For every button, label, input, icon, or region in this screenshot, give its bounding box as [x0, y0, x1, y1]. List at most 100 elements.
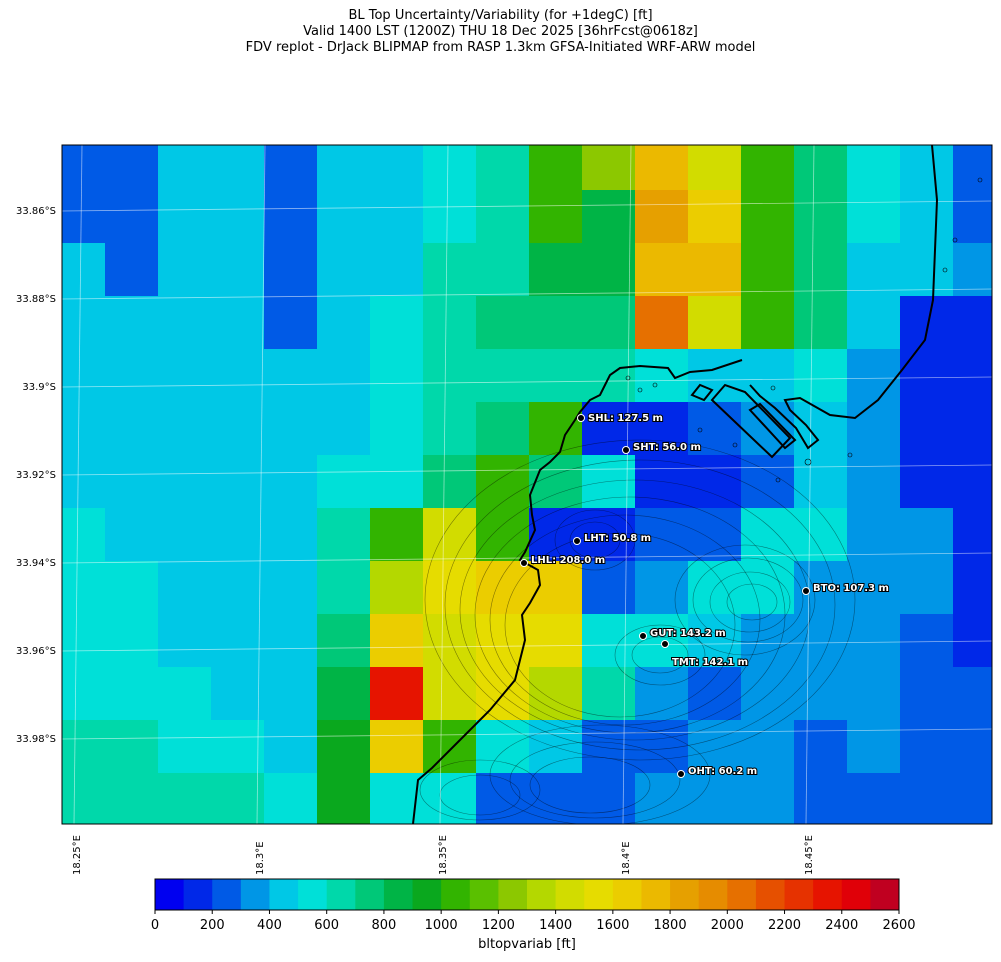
- site-gut[interactable]: GUT: 143.2 m: [639, 627, 727, 640]
- grid-cell: [317, 614, 371, 668]
- site-sht[interactable]: SHT: 56.0 m: [622, 441, 702, 454]
- grid-cell: [62, 773, 106, 824]
- grid-cell: [317, 508, 371, 562]
- grid-cell: [953, 667, 992, 721]
- grid-cell: [582, 614, 636, 668]
- lat-label: 33.98°S: [16, 734, 56, 745]
- grid-cell: [423, 402, 477, 456]
- grid-cell: [847, 145, 901, 191]
- grid-cell: [953, 773, 992, 824]
- grid-cell: [741, 455, 795, 509]
- lon-label: 18.25°E: [72, 835, 83, 875]
- grid-cell: [158, 455, 212, 509]
- grid-cell: [423, 455, 477, 509]
- grid-cell: [847, 508, 901, 562]
- grid-cell: [847, 349, 901, 403]
- grid-cell: [62, 243, 106, 297]
- grid-cell: [794, 349, 848, 403]
- grid-cell: [317, 145, 371, 191]
- grid-cell: [62, 614, 106, 668]
- grid-cell: [62, 508, 106, 562]
- grid-cell: [423, 296, 477, 350]
- grid-cell: [317, 667, 371, 721]
- site-oht[interactable]: OHT: 60.2 m: [677, 765, 758, 778]
- grid-cell: [476, 190, 530, 244]
- grid-cell: [370, 614, 424, 668]
- grid-cell: [476, 720, 530, 774]
- grid-cell: [370, 455, 424, 509]
- grid-cell: [264, 667, 318, 721]
- grid-cell: [741, 667, 795, 721]
- grid-cell: [264, 720, 318, 774]
- grid-cell: [900, 773, 954, 824]
- grid-cell: [900, 508, 954, 562]
- site-tmt[interactable]: TMT: 142.1 m: [661, 640, 749, 669]
- grid-cell: [158, 561, 212, 615]
- grid-cell: [211, 402, 265, 456]
- grid-cell: [370, 508, 424, 562]
- longitude-axis: 18.25°E 18.3°E 18.35°E 18.4°E 18.45°E: [72, 835, 815, 875]
- grid-cell: [529, 296, 583, 350]
- grid-cell: [529, 243, 583, 297]
- grid-cell: [529, 720, 583, 774]
- title-line-2: Valid 1400 LST (1200Z) THU 18 Dec 2025 […: [303, 24, 698, 39]
- grid-cell: [105, 720, 159, 774]
- colorbar-swatch: [698, 879, 728, 910]
- colorbar-tick-label: 2400: [825, 918, 858, 933]
- grid-cell: [794, 243, 848, 297]
- colorbar-tick-label: 200: [200, 918, 225, 933]
- site-lhl[interactable]: LHL: 208.0 m: [520, 554, 606, 567]
- title-line-1: BL Top Uncertainty/Variability (for +1de…: [348, 8, 653, 23]
- grid-cell: [62, 561, 106, 615]
- grid-cell: [953, 349, 992, 403]
- colorbar-tick-label: 2600: [882, 918, 915, 933]
- grid-cell: [900, 243, 954, 297]
- colorbar-swatch: [355, 879, 385, 910]
- grid-cell: [529, 402, 583, 456]
- grid-cell: [105, 667, 159, 721]
- grid-cell: [105, 614, 159, 668]
- grid-cell: [900, 145, 954, 191]
- site-bto[interactable]: BTO: 107.3 m: [802, 582, 890, 595]
- site-shl[interactable]: SHL: 127.5 m: [577, 412, 664, 425]
- grid-cell: [158, 243, 212, 297]
- grid-cell: [741, 190, 795, 244]
- grid-cell: [264, 145, 318, 191]
- grid-cell: [158, 667, 212, 721]
- grid-cell: [953, 243, 992, 297]
- grid-cell: [423, 614, 477, 668]
- lat-label: 33.94°S: [16, 558, 56, 569]
- grid-cell: [688, 508, 742, 562]
- grid-cell: [847, 243, 901, 297]
- grid-cell: [211, 455, 265, 509]
- site-marker: [677, 770, 685, 778]
- site-label: SHT: 56.0 m: [633, 442, 701, 453]
- grid-cell: [370, 243, 424, 297]
- site-label: BTO: 107.3 m: [813, 583, 889, 594]
- grid-cell: [476, 455, 530, 509]
- colorbar-swatch: [870, 879, 900, 910]
- grid-cell: [105, 243, 159, 297]
- grid-cell: [423, 667, 477, 721]
- grid-cell: [317, 349, 371, 403]
- lon-label: 18.35°E: [438, 835, 449, 875]
- grid-cell: [741, 614, 795, 668]
- grid-cell: [317, 773, 371, 824]
- site-lht[interactable]: LHT: 50.8 m: [573, 532, 652, 545]
- lat-label: 33.96°S: [16, 646, 56, 657]
- grid-cell: [423, 773, 477, 824]
- colorbar-swatch: [727, 879, 757, 910]
- colorbar-tick-label: 2200: [768, 918, 801, 933]
- grid-cell: [264, 402, 318, 456]
- grid-cell: [211, 296, 265, 350]
- grid-cell: [529, 455, 583, 509]
- grid-cell: [264, 296, 318, 350]
- grid-cell: [529, 349, 583, 403]
- grid-cell: [264, 773, 318, 824]
- grid-cell: [741, 773, 795, 824]
- grid-cell: [635, 508, 689, 562]
- grid-cell: [105, 773, 159, 824]
- grid-cell: [423, 243, 477, 297]
- grid-cell: [423, 190, 477, 244]
- grid-cell: [158, 349, 212, 403]
